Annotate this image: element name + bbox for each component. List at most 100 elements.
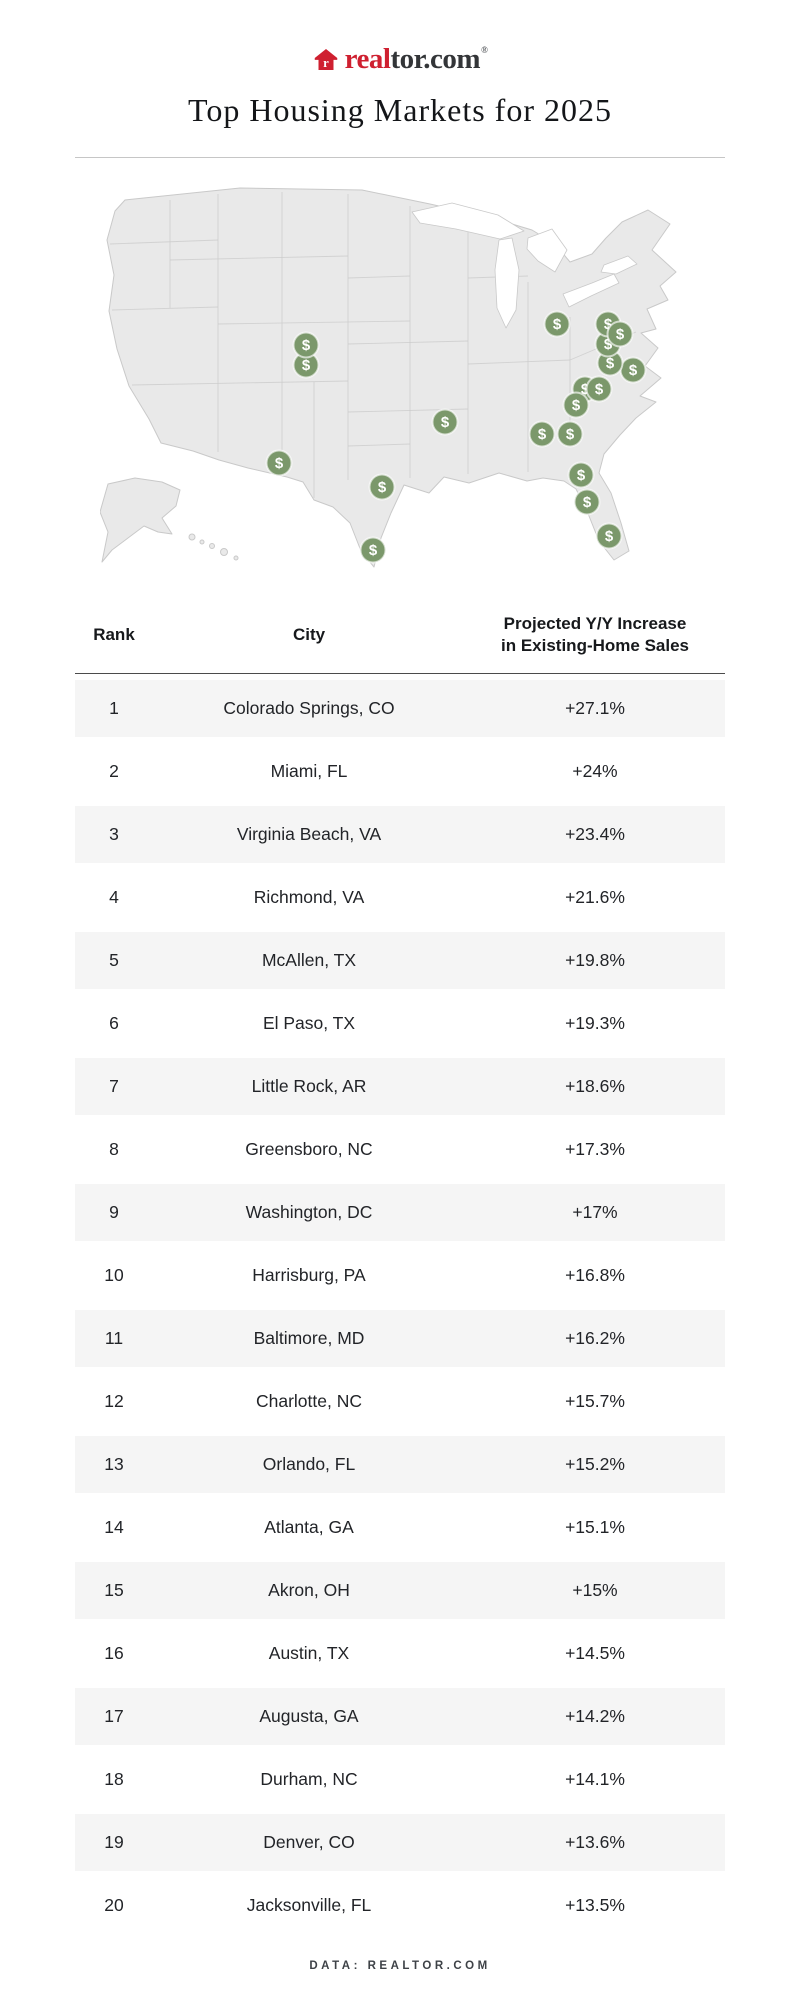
header: r realtor.com® Top Housing Markets for 2… [0,0,800,158]
table-row: 3 Virginia Beach, VA +23.4% [75,805,725,863]
dollar-sign-icon: $ [275,455,284,472]
dollar-marker-augusta-ga: $ [556,420,584,448]
dollar-marker-charlotte-nc: $ [562,391,590,419]
value-cell: +15.1% [565,1516,625,1537]
city-cell: Colorado Springs, CO [223,697,395,718]
dollar-marker-orlando-fl: $ [573,488,601,516]
dollar-marker-little-rock-ar: $ [431,408,459,436]
lake-huron [526,228,568,272]
dollar-marker-miami-fl: $ [595,522,623,550]
value-cell: +19.8% [565,949,625,970]
table-row: 12 Charlotte, NC +15.7% [75,1373,725,1430]
table-row: 1 Colorado Springs, CO +27.1% [75,679,725,737]
city-cell: Virginia Beach, VA [236,823,382,844]
col-header-city: City [292,624,326,644]
value-cell: +15% [572,1579,618,1600]
dollar-sign-icon: $ [604,316,613,333]
dollar-sign-icon: $ [302,357,311,374]
dollar-sign-icon: $ [581,381,590,398]
city-cell: Harrisburg, PA [252,1264,366,1285]
us-map-land [106,187,677,568]
table-row: 16 Austin, TX +14.5% [75,1625,725,1682]
rank-cell: 1 [109,697,119,718]
value-cell: +16.8% [565,1264,625,1285]
city-cell: Augusta, GA [259,1705,359,1726]
dollar-marker-virginia-beach-va: $ [619,356,647,384]
table-row: 20 Jacksonville, FL +13.5% [75,1877,725,1934]
rank-cell: 7 [109,1075,119,1096]
rank-cell: 14 [104,1516,124,1537]
value-cell: +17.3% [565,1138,625,1159]
value-cell: +27.1% [565,697,625,718]
rank-cell: 8 [109,1138,119,1159]
markets-table: Rank City Projected Y/Y Increase in Exis… [75,577,725,1934]
city-cell: Richmond, VA [253,886,365,907]
realtor-logo: r realtor.com® [0,44,800,74]
rank-cell: 3 [109,823,119,844]
dollar-marker-atlanta-ga: $ [528,420,556,448]
city-cell: Miami, FL [270,760,348,781]
rank-cell: 9 [109,1201,119,1222]
value-cell: +17% [572,1201,618,1222]
us-map-svg: $$$$$$$$$$$$$$$$$$$$ [99,187,677,568]
dollar-sign-icon: $ [577,467,586,484]
table-header-row: Rank City Projected Y/Y Increase in Exis… [75,577,725,674]
table-row: 6 El Paso, TX +19.3% [75,995,725,1052]
lake-michigan [494,237,520,328]
dollar-marker-mcallen-tx: $ [359,536,387,564]
rank-cell: 18 [104,1768,124,1789]
lake-erie [562,273,620,307]
header-divider [75,156,725,158]
logo-word-rest: tor.com [390,42,481,75]
lake-ontario [600,255,638,274]
rank-cell: 17 [104,1705,124,1726]
dollar-sign-icon: $ [566,426,575,443]
table-row: 15 Akron, OH +15% [75,1561,725,1619]
dollar-sign-icon: $ [616,326,625,343]
dollar-marker-akron-oh: $ [543,310,571,338]
rank-cell: 12 [104,1390,124,1411]
dollar-marker-baltimore-md: $ [606,320,634,348]
house-letter: r [323,56,329,70]
table-row: 14 Atlanta, GA +15.1% [75,1499,725,1556]
city-cell: Akron, OH [268,1579,350,1600]
city-cell: Little Rock, AR [251,1075,367,1096]
table-row: 17 Augusta, GA +14.2% [75,1687,725,1745]
dollar-sign-icon: $ [302,337,311,354]
value-cell: +13.5% [565,1894,625,1915]
rank-cell: 19 [104,1831,124,1852]
col-header-value: Projected Y/Y Increase in Existing-Home … [465,613,725,657]
table-row: 8 Greensboro, NC +17.3% [75,1121,725,1178]
table-body: 1 Colorado Springs, CO +27.1% 2 Miami, FL +24… [75,679,725,1934]
rank-cell: 6 [109,1012,119,1033]
city-cell: Denver, CO [263,1831,355,1852]
table-row: 9 Washington, DC +17% [75,1183,725,1241]
value-cell: +18.6% [565,1075,625,1096]
table-row: 19 Denver, CO +13.6% [75,1813,725,1871]
table-row: 2 Miami, FL +24% [75,743,725,800]
value-cell: +14.5% [565,1642,625,1663]
table-row: 11 Baltimore, MD +16.2% [75,1309,725,1367]
dollar-sign-icon: $ [378,479,387,496]
dollar-marker-jacksonville-fl: $ [567,461,595,489]
value-cell: +14.1% [565,1768,625,1789]
rank-cell: 15 [104,1579,124,1600]
data-source: DATA: REALTOR.COM [309,1959,491,1972]
table-row: 13 Orlando, FL +15.2% [75,1435,725,1493]
rank-cell: 10 [104,1264,124,1285]
value-cell: +24% [572,760,618,781]
dollar-marker-denver-co: $ [292,331,320,359]
dollar-sign-icon: $ [369,542,378,559]
footer: DATA: REALTOR.COM [0,1960,800,1972]
logo-word-real: real [344,42,391,75]
value-cell: +15.7% [565,1390,625,1411]
dollar-sign-icon: $ [629,362,638,379]
city-cell: Orlando, FL [262,1453,356,1474]
house-icon: r [314,48,337,70]
table-row: 4 Richmond, VA +21.6% [75,869,725,926]
dollar-sign-icon: $ [553,316,562,333]
city-cell: McAllen, TX [261,949,356,970]
dollar-sign-icon: $ [583,494,592,511]
city-cell: Washington, DC [245,1201,373,1222]
value-cell: +21.6% [565,886,625,907]
